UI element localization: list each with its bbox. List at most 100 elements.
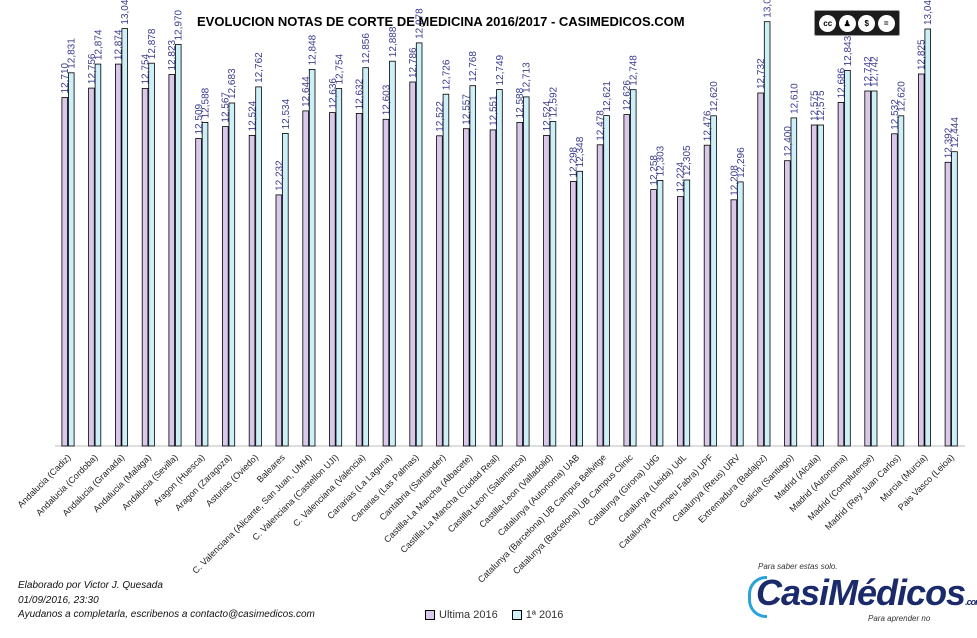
value-label-ultima-30: 12,742	[863, 56, 874, 87]
logo-suffix: .com	[965, 597, 977, 607]
bar-primera-2	[121, 28, 129, 447]
logo-tagline-top: Para saber estas solo.	[758, 562, 838, 571]
value-label-ultima-15: 12,557	[462, 94, 473, 125]
value-label-primera-32: 13,046	[923, 0, 934, 25]
legend-label-ultima: Ultima 2016	[439, 609, 498, 621]
casimedicos-logo: Para saber estas solo. CasiMédicos.com P…	[748, 562, 977, 630]
value-label-primera-20: 12,621	[602, 81, 613, 112]
value-label-ultima-6: 12,567	[221, 92, 232, 123]
legend-item-primera: 1ª 2016	[511, 609, 564, 621]
value-label-ultima-8: 12,232	[274, 160, 285, 191]
value-label-ultima-0: 12,710	[60, 62, 71, 93]
legend-label-primera: 1ª 2016	[525, 609, 564, 621]
bars-layer	[61, 21, 958, 447]
bar-primera-19	[576, 170, 584, 447]
bar-ultima-12	[382, 118, 390, 447]
value-label-ultima-23: 12,224	[676, 161, 687, 192]
credit-author: Elaborado por Victor J. Quesada	[18, 580, 163, 591]
value-label-primera-28: 12,575	[816, 90, 827, 121]
bar-ultima-18	[543, 134, 550, 447]
value-label-primera-23: 12,305	[682, 145, 693, 176]
bar-primera-4	[174, 44, 182, 447]
value-label-primera-27: 12,610	[789, 83, 800, 114]
value-label-primera-14: 12,726	[441, 59, 452, 90]
value-label-ultima-22: 12,258	[649, 155, 660, 186]
value-label-primera-26: 13,082	[763, 0, 774, 18]
value-label-ultima-12: 12,603	[381, 84, 392, 115]
value-label-ultima-19: 12,298	[569, 146, 580, 177]
bar-primera-15	[469, 85, 476, 447]
bar-ultima-9	[302, 110, 309, 447]
bar-primera-32	[924, 28, 932, 447]
bar-ultima-3	[141, 88, 149, 447]
bar-ultima-33	[944, 161, 952, 447]
bar-primera-24	[710, 115, 717, 447]
value-label-primera-22: 12,303	[656, 145, 667, 176]
value-label-ultima-16: 12,551	[488, 95, 499, 126]
value-label-primera-15: 12,768	[468, 51, 479, 82]
bar-ultima-14	[436, 135, 443, 447]
bar-ultima-7	[248, 134, 256, 447]
value-label-primera-2: 13,048	[120, 0, 131, 25]
logo-tagline-bottom: Para aprender no	[868, 614, 931, 623]
logo-name-text: CasiMédicos	[756, 572, 966, 613]
value-label-ultima-21: 12,626	[622, 80, 633, 111]
value-label-primera-1: 12,874	[93, 29, 104, 60]
value-label-primera-11: 12,856	[361, 33, 372, 64]
legend-swatch-ultima	[425, 610, 435, 620]
value-label-ultima-31: 12,532	[890, 99, 901, 130]
bar-primera-10	[335, 88, 343, 447]
bar-primera-25	[737, 181, 744, 447]
bar-ultima-31	[891, 133, 898, 447]
bar-ultima-11	[355, 113, 363, 447]
value-label-primera-12: 12,888	[388, 26, 399, 57]
value-label-primera-31: 12,620	[896, 81, 907, 112]
bar-ultima-28	[810, 124, 818, 447]
cc-license-badge: cc ♟ $ =	[814, 10, 900, 36]
value-label-ultima-10: 12,636	[328, 78, 339, 109]
value-label-ultima-32: 12,825	[917, 39, 928, 70]
bar-primera-23	[683, 179, 691, 447]
bar-ultima-22	[650, 189, 657, 447]
value-label-primera-29: 12,843	[843, 35, 854, 66]
value-label-ultima-3: 12,754	[140, 53, 151, 84]
value-label-primera-3: 12,878	[147, 28, 158, 59]
value-label-ultima-14: 12,522	[435, 101, 446, 132]
value-label-primera-5: 12,588	[201, 87, 212, 118]
value-label-primera-7: 12,762	[254, 52, 265, 83]
bar-primera-3	[148, 62, 155, 447]
bar-primera-31	[897, 115, 905, 447]
bar-ultima-15	[462, 128, 470, 447]
bar-ultima-5	[195, 138, 202, 447]
value-label-primera-19: 12,348	[575, 136, 586, 167]
bar-primera-0	[68, 72, 75, 447]
value-label-primera-17: 12,713	[522, 62, 533, 93]
credit-contact: Ayudanos a completarla, escribenos a con…	[18, 609, 315, 620]
category-label-16: Castilla-La Mancha (Ciudad Real)	[398, 452, 501, 555]
value-label-primera-8: 12,534	[281, 98, 292, 129]
bar-primera-5	[201, 122, 209, 447]
value-label-ultima-7: 12,524	[248, 100, 259, 131]
bar-primera-11	[362, 67, 369, 447]
bar-primera-14	[442, 93, 450, 447]
bar-ultima-17	[516, 122, 524, 447]
bar-ultima-23	[677, 196, 684, 447]
value-label-ultima-27: 12,400	[783, 126, 794, 157]
value-label-ultima-18: 12,524	[542, 100, 553, 131]
value-label-ultima-33: 12,392	[943, 127, 954, 158]
value-label-ultima-4: 12,823	[167, 39, 178, 70]
value-label-primera-0: 12,831	[67, 38, 78, 69]
value-label-ultima-20: 12,478	[595, 110, 606, 141]
credit-date: 01/09/2016, 23:30	[18, 595, 99, 606]
value-label-primera-25: 12,296	[736, 147, 747, 178]
bar-primera-8	[282, 132, 289, 447]
bar-primera-29	[844, 70, 851, 447]
value-label-ultima-13: 12,786	[408, 47, 419, 78]
bar-primera-17	[523, 96, 530, 447]
bar-primera-18	[549, 121, 557, 447]
bar-ultima-1	[88, 87, 95, 447]
chart-title: EVOLUCION NOTAS DE CORTE DE MEDICINA 201…	[197, 14, 685, 29]
bar-ultima-2	[115, 63, 122, 447]
value-label-primera-16: 12,749	[495, 54, 506, 85]
